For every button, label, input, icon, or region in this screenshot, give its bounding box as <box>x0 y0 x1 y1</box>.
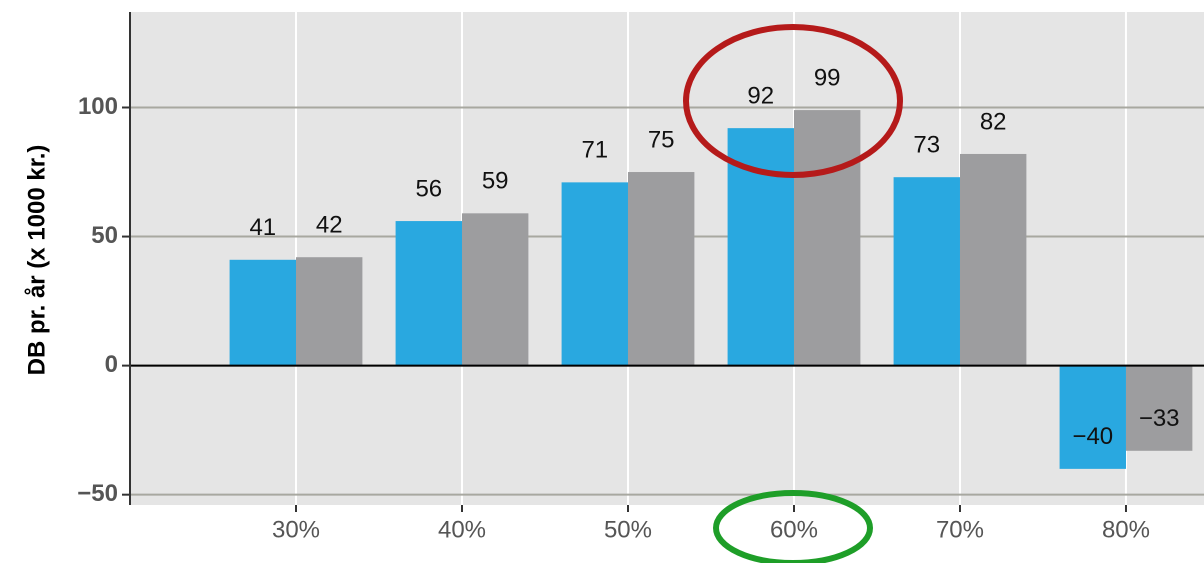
value-label: 42 <box>316 212 343 239</box>
value-label: −33 <box>1139 405 1180 432</box>
bar <box>959 153 1027 366</box>
y-tick-label: 0 <box>105 351 118 378</box>
bar <box>461 213 529 366</box>
value-label: 75 <box>648 126 675 153</box>
x-tick-label: 80% <box>1102 516 1150 543</box>
bar <box>1125 365 1193 451</box>
bar <box>893 177 960 366</box>
value-label: 99 <box>814 64 841 91</box>
highlight-ellipse <box>683 24 903 178</box>
y-axis-label: DB pr. år (x 1000 kr.) <box>23 145 50 376</box>
value-label: 41 <box>249 214 276 241</box>
x-tick-label: 70% <box>936 516 984 543</box>
plot-layer: 41 56 71 92 73 −40 42 59 75 99 82 −33 <box>130 12 1204 505</box>
y-tick-label: 50 <box>91 222 118 249</box>
bar <box>627 172 695 366</box>
y-tick-label: 100 <box>78 93 118 120</box>
x-tick-label: 60% <box>770 516 818 543</box>
x-tick-label: 40% <box>438 516 486 543</box>
x-tick-label: 50% <box>604 516 652 543</box>
value-label: 92 <box>747 82 774 109</box>
value-label: 82 <box>980 108 1007 135</box>
bar <box>793 110 861 366</box>
bar <box>295 257 363 366</box>
value-label: 73 <box>913 132 940 159</box>
value-label: 71 <box>581 137 608 164</box>
x-tick-label: 30% <box>272 516 320 543</box>
bar <box>395 221 462 366</box>
y-tick-label: −50 <box>77 480 118 507</box>
value-label: −40 <box>1072 423 1113 450</box>
value-label: 59 <box>482 168 509 195</box>
bar <box>1059 365 1126 469</box>
value-label: 56 <box>415 175 442 202</box>
highlight-ellipse <box>713 490 873 563</box>
bar <box>229 259 296 366</box>
bar <box>561 182 628 366</box>
